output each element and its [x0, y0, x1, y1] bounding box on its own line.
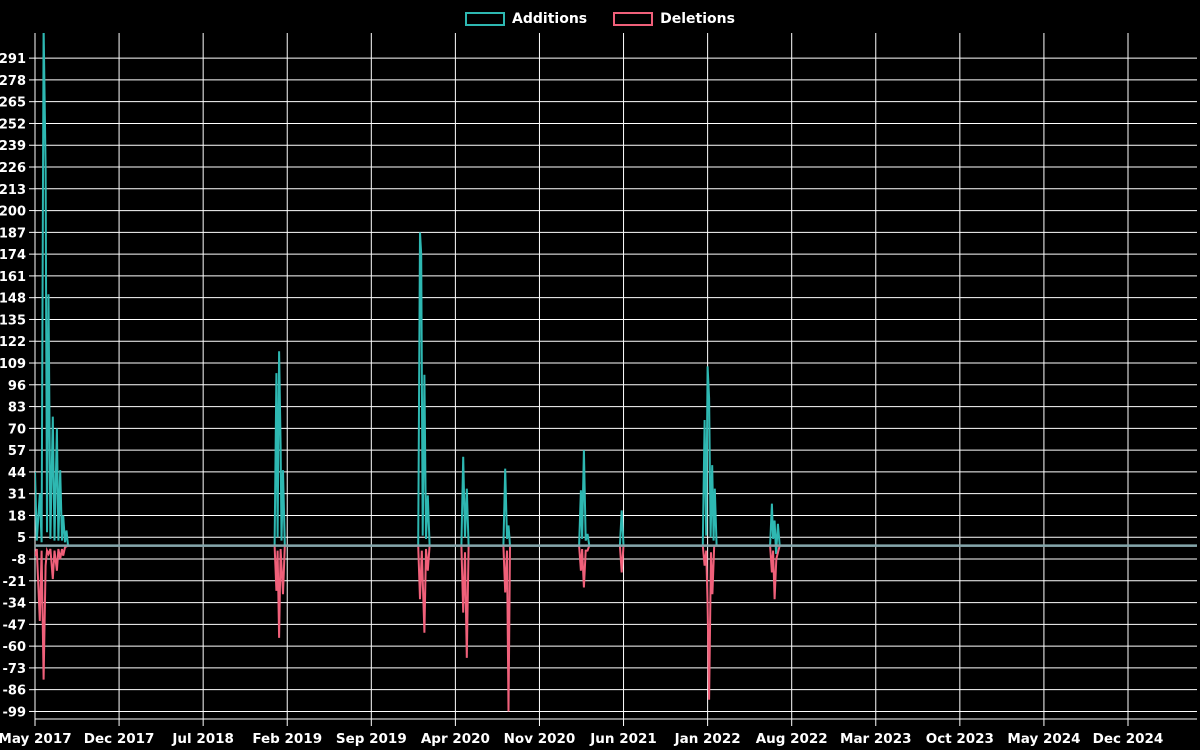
- y-tick-label: 135: [0, 313, 26, 328]
- x-tick-label: May 2024: [1007, 731, 1080, 747]
- x-tick-label: Nov 2020: [504, 731, 576, 747]
- y-tick-label: 187: [0, 226, 26, 241]
- x-tick-label: Jul 2018: [171, 731, 234, 747]
- y-tick-label: 18: [8, 509, 26, 524]
- x-tick-label: Jun 2021: [589, 731, 657, 747]
- x-tick-label: May 2017: [0, 731, 72, 747]
- y-tick-label: 161: [0, 270, 26, 285]
- y-tick-label: 70: [8, 422, 26, 437]
- y-tick-label: 291: [0, 52, 26, 67]
- y-tick-label: 265: [0, 96, 26, 111]
- deletions-line: [35, 544, 1197, 712]
- y-tick-label: 278: [0, 74, 26, 89]
- x-tick-label: Mar 2023: [840, 731, 911, 747]
- y-tick-label: 174: [0, 248, 26, 263]
- y-tick-label: 83: [8, 401, 26, 416]
- y-tick-label: -47: [3, 618, 27, 633]
- x-tick-label: Apr 2020: [421, 731, 490, 747]
- y-tick-label: -34: [3, 597, 27, 612]
- y-tick-label: -60: [3, 640, 27, 655]
- legend-label-additions: Additions: [512, 11, 588, 27]
- y-tick-label: 31: [8, 488, 26, 503]
- y-tick-label: -99: [3, 705, 27, 720]
- x-tick-label: Aug 2022: [756, 731, 828, 747]
- deletions-swatch: [613, 12, 654, 26]
- y-tick-label: -21: [3, 575, 27, 590]
- y-tick-label: 122: [0, 335, 26, 350]
- y-tick-label: -73: [3, 662, 27, 677]
- x-tick-label: Jan 2022: [674, 731, 741, 747]
- y-tick-label: 239: [0, 139, 26, 154]
- y-tick-label: 96: [8, 379, 26, 394]
- legend-item-additions[interactable]: Additions: [465, 11, 587, 27]
- chart-legend: Additions Deletions: [0, 6, 1200, 32]
- additions-swatch: [465, 12, 506, 26]
- y-tick-label: 109: [0, 357, 26, 372]
- y-tick-label: 226: [0, 161, 26, 176]
- y-tick-label: -86: [3, 684, 27, 699]
- y-tick-label: 213: [0, 183, 26, 198]
- additions-line: [35, 33, 1197, 555]
- x-tick-label: Dec 2017: [84, 731, 155, 747]
- y-tick-label: 57: [8, 444, 26, 459]
- y-tick-label: 200: [0, 205, 26, 220]
- y-tick-label: -8: [12, 553, 26, 568]
- x-tick-label: Dec 2024: [1093, 731, 1164, 747]
- x-tick-label: Feb 2019: [252, 731, 322, 747]
- x-tick-label: Oct 2023: [926, 731, 994, 747]
- x-tick-label: Sep 2019: [336, 731, 407, 747]
- y-tick-label: 252: [0, 117, 26, 132]
- y-tick-label: 5: [17, 531, 26, 546]
- legend-item-deletions[interactable]: Deletions: [613, 11, 735, 27]
- legend-label-deletions: Deletions: [660, 11, 735, 27]
- y-tick-label: 44: [8, 466, 26, 481]
- y-tick-label: 148: [0, 292, 26, 307]
